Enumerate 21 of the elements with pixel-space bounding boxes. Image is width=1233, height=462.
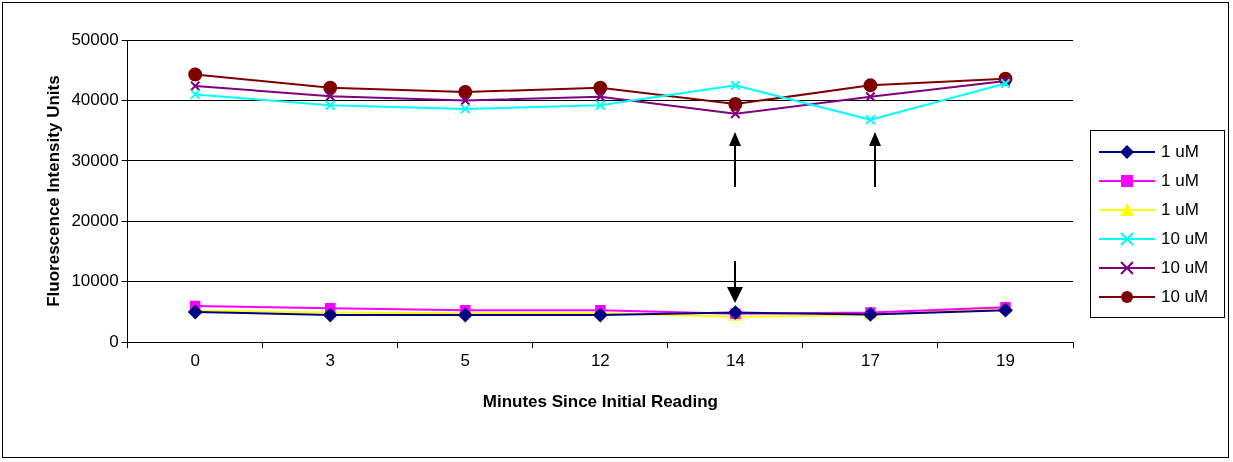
- legend-label: 10 uM: [1161, 228, 1209, 249]
- x-tick-label: 0: [190, 351, 200, 371]
- x-tick-label: 12: [590, 351, 610, 371]
- x-tick-label: 19: [996, 351, 1015, 371]
- legend-label: 10 uM: [1161, 257, 1209, 278]
- x-axis-title: Minutes Since Initial Reading: [482, 392, 718, 412]
- legend-label: 1 uM: [1161, 199, 1199, 220]
- y-tick-label: 50000: [71, 29, 119, 49]
- x-tick-label: 14: [725, 351, 745, 371]
- x-tick-label: 3: [325, 351, 335, 371]
- y-tick-label: 40000: [71, 90, 119, 110]
- legend-label: 1 uM: [1161, 141, 1199, 162]
- y-tick-label: 30000: [71, 150, 119, 170]
- y-tick-label: 0: [109, 331, 119, 351]
- y-axis-title: Fluorescence Intensity Units: [43, 75, 63, 307]
- legend-label: 1 uM: [1161, 170, 1199, 191]
- y-tick-label: 20000: [71, 211, 119, 231]
- legend-label: 10 uM: [1161, 286, 1209, 307]
- y-tick-label: 10000: [71, 271, 119, 291]
- x-tick-label: 17: [860, 351, 880, 371]
- x-tick-label: 5: [460, 351, 471, 371]
